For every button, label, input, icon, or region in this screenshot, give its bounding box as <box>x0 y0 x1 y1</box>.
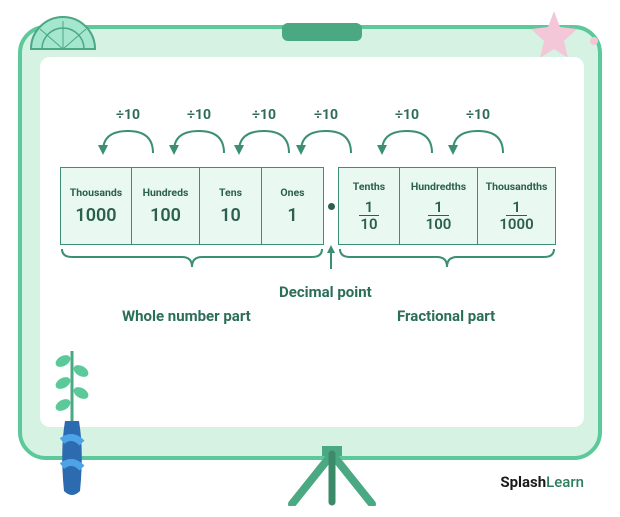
place-value-cell: Hundredths 1100 <box>400 167 478 245</box>
decoration-dot <box>590 37 598 45</box>
divide-label: ÷10 <box>289 107 363 123</box>
curve-arrow-icon <box>93 125 163 155</box>
brace-whole <box>60 247 324 271</box>
cell-value: 100 <box>150 205 181 226</box>
curve-arrow-icon <box>164 125 234 155</box>
divide-label: ÷10 <box>162 107 236 123</box>
divide-arrow: ÷10 <box>289 107 363 155</box>
cell-header: Thousandths <box>486 180 548 193</box>
whole-number-label: Whole number part <box>122 307 251 325</box>
cell-header: Ones <box>280 186 304 199</box>
cell-header: Hundredths <box>411 180 466 193</box>
divide-arrow: ÷10 <box>91 107 165 155</box>
divide-arrow: ÷10 <box>370 107 444 155</box>
cell-fraction: 1100 <box>420 199 458 233</box>
cell-header: Hundreds <box>143 186 189 199</box>
cell-value: 1000 <box>75 205 116 226</box>
braces-row <box>60 247 564 279</box>
fractional-label: Fractional part <box>397 307 495 325</box>
place-value-cells: Thousands 1000 Hundreds 100 Tens 10 Ones 1 Tenth… <box>60 167 564 245</box>
curve-arrow-icon <box>372 125 442 155</box>
brand-logo: SplashLearn <box>500 473 584 491</box>
decimal-point-label: Decimal point <box>279 283 372 301</box>
divide-label: ÷10 <box>441 107 515 123</box>
cell-header: Thousands <box>70 186 122 199</box>
whiteboard-surface: ÷10 ÷10 ÷10 ÷10 ÷10 ÷10 Thousands 1000 Hun… <box>40 57 584 427</box>
place-value-cell: Tens 10 <box>200 167 262 245</box>
curve-arrow-icon <box>443 125 513 155</box>
brand-accent: Learn <box>546 473 584 491</box>
cell-fraction: 11000 <box>493 199 539 233</box>
labels-row: Decimal point Whole number part Fraction… <box>60 283 564 333</box>
divide-arrows-row: ÷10 ÷10 ÷10 ÷10 ÷10 ÷10 <box>60 107 564 163</box>
decimal-point-arrow <box>324 245 338 275</box>
place-value-cell: Tenths 110 <box>338 167 400 245</box>
protractor-icon <box>28 15 98 51</box>
place-value-cell: Thousandths 11000 <box>478 167 556 245</box>
plant-icon <box>42 331 102 501</box>
place-value-diagram: ÷10 ÷10 ÷10 ÷10 ÷10 ÷10 Thousands 1000 Hun… <box>60 107 564 333</box>
place-value-cell: Thousands 1000 <box>60 167 132 245</box>
divide-label: ÷10 <box>370 107 444 123</box>
cell-fraction: 110 <box>354 199 383 233</box>
curve-arrow-icon <box>291 125 361 155</box>
place-value-cell: Hundreds 100 <box>132 167 200 245</box>
divide-arrow: ÷10 <box>162 107 236 155</box>
cell-header: Tens <box>219 186 242 199</box>
easel-legs-icon <box>272 446 392 506</box>
decimal-point-dot <box>324 167 338 245</box>
cell-value: 1 <box>287 205 297 226</box>
cell-header: Tenths <box>353 180 385 193</box>
place-value-cell: Ones 1 <box>262 167 324 245</box>
whiteboard-easel: ÷10 ÷10 ÷10 ÷10 ÷10 ÷10 Thousands 1000 Hun… <box>18 25 602 460</box>
board-clip <box>282 23 362 41</box>
divide-label: ÷10 <box>91 107 165 123</box>
brace-fractional <box>338 247 556 271</box>
divide-arrow: ÷10 <box>441 107 515 155</box>
star-icon <box>528 9 580 61</box>
brand-main: Splash <box>500 473 546 491</box>
cell-value: 10 <box>220 205 241 226</box>
